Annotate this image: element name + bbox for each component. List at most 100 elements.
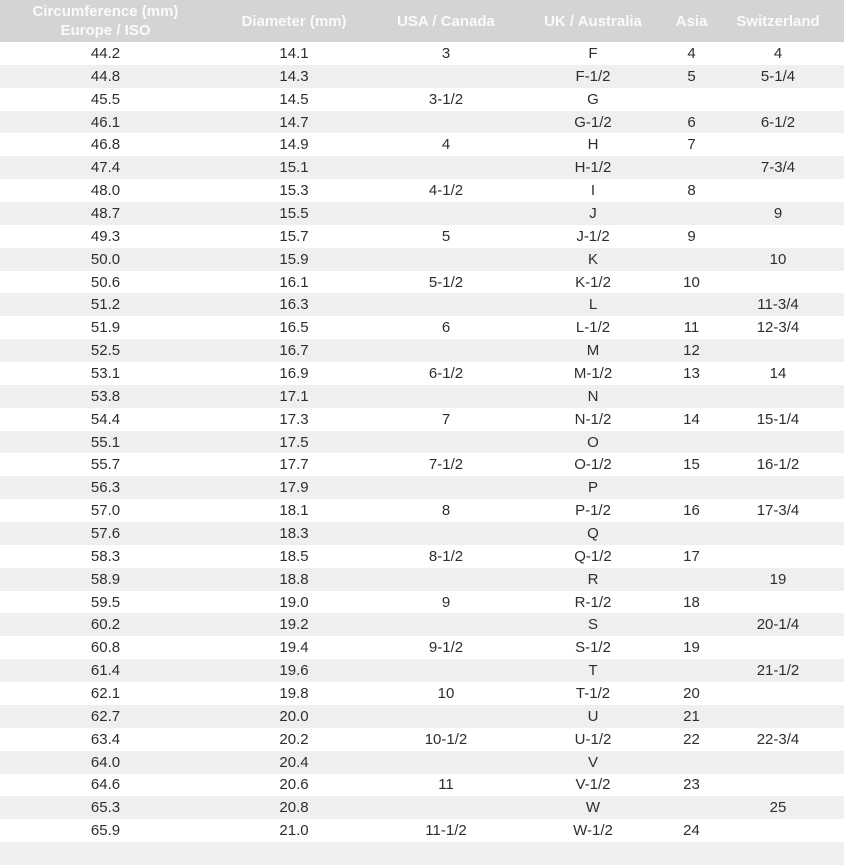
table-row: 50.6 16.1 5-1/2 K-1/2 10 <box>0 270 844 294</box>
table-cell: 25 <box>769 799 787 817</box>
table-cell: 53.1 <box>90 364 121 382</box>
table-cell: 21.0 <box>279 822 309 840</box>
table-cell: G <box>587 90 599 108</box>
table-cell: 58.3 <box>90 547 121 565</box>
table-cell: 5 <box>441 227 451 245</box>
table-cell <box>671 385 712 408</box>
table-cell: 16.7 <box>279 342 309 360</box>
table-row: 49.3 15.7 5 J-1/2 9 <box>0 224 844 248</box>
table-row: 64.6 20.6 11 V-1/2 23 <box>0 773 844 797</box>
table-cell: 8 <box>441 502 451 520</box>
table-cell: 18.8 <box>279 570 309 588</box>
table-cell: 17.5 <box>279 433 309 451</box>
table-cell: 57.6 <box>90 524 121 542</box>
table-cell: 18.1 <box>279 502 309 520</box>
table-cell <box>671 431 712 454</box>
table-cell: 24 <box>683 822 700 840</box>
table-cell: G-1/2 <box>574 113 612 131</box>
table-cell: 44.2 <box>90 44 121 62</box>
table-cell: 7-1/2 <box>428 456 464 474</box>
table-cell: 11-1/2 <box>425 822 467 840</box>
table-cell: L <box>588 296 598 314</box>
table-cell: 15.3 <box>279 182 309 200</box>
table-cell: 65.3 <box>90 799 121 817</box>
table-cell: 15.1 <box>279 159 309 177</box>
table-cell: P-1/2 <box>575 502 611 520</box>
table-cell: 11 <box>438 776 454 794</box>
table-cell: F <box>588 44 598 62</box>
table-cell: 51.2 <box>90 296 121 314</box>
table-cell <box>671 522 712 545</box>
table-cell <box>712 225 844 248</box>
table-cell: 16 <box>683 502 700 520</box>
table-row: 55.1 17.5 O <box>0 430 844 454</box>
table-cell: 45.5 <box>90 90 121 108</box>
table-cell <box>671 293 712 316</box>
table-cell: 5-1/2 <box>428 273 464 291</box>
table-cell: 49.3 <box>90 227 121 245</box>
table-cell <box>712 545 844 568</box>
table-cell: 15.5 <box>279 204 309 222</box>
table-cell: 5 <box>687 67 696 85</box>
table-cell: 16.5 <box>279 319 309 337</box>
table-row: 54.4 17.3 7 N-1/2 14 15-1/4 <box>0 407 844 431</box>
table-cell: 3 <box>441 44 451 62</box>
table-cell: 55.1 <box>90 433 121 451</box>
column-header-label: Asia <box>675 12 708 30</box>
table-cell: J <box>589 204 597 222</box>
table-cell: 51.9 <box>90 319 121 337</box>
table-row: 46.8 14.9 4 H 7 <box>0 133 844 157</box>
table-row: 65.9 21.0 11-1/2 W-1/2 24 <box>0 819 844 843</box>
table-cell <box>712 339 844 362</box>
table-cell: 17.9 <box>279 479 309 497</box>
column-header-label: Diameter (mm) <box>241 12 347 30</box>
table-cell: S <box>587 616 598 634</box>
table-cell: 22-3/4 <box>756 730 800 748</box>
table-cell: 19.2 <box>279 616 309 634</box>
table-cell: H <box>587 136 599 154</box>
table-cell: M <box>586 342 600 360</box>
table-cell: 14.3 <box>279 67 309 85</box>
table-cell: 19 <box>769 570 787 588</box>
column-header-label: Circumference (mm) <box>32 3 179 20</box>
table-row: 60.2 19.2 S 20-1/4 <box>0 613 844 637</box>
table-cell <box>671 202 712 225</box>
table-cell: Q <box>587 524 599 542</box>
table-cell <box>712 842 844 865</box>
table-cell: 53.8 <box>90 387 121 405</box>
table-row: 50.0 15.9 K 10 <box>0 247 844 271</box>
table-row: 61.4 19.6 T 21-1/2 <box>0 659 844 683</box>
column-header-sublabel: Europe / ISO <box>60 22 151 39</box>
table-body: 44.2 14.1 3 F 4 4 44.8 14.3 F-1/2 5 5-1/4 45.5 14.5 3… <box>0 42 844 865</box>
table-cell: 21-1/2 <box>756 662 800 680</box>
column-header-uk-australia: UK / Australia <box>515 0 671 42</box>
table-cell: F-1/2 <box>575 67 611 85</box>
column-header-label: UK / Australia <box>544 12 642 30</box>
table-cell: 65.9 <box>90 822 121 840</box>
table-cell: 60.8 <box>90 639 121 657</box>
table-cell <box>712 774 844 797</box>
table-row: 53.8 17.1 N <box>0 384 844 408</box>
table-cell: 16-1/2 <box>756 456 800 474</box>
table-cell <box>377 522 515 545</box>
table-cell <box>377 156 515 179</box>
table-cell <box>377 842 515 865</box>
table-cell <box>377 339 515 362</box>
table-cell <box>712 476 844 499</box>
table-cell: W-1/2 <box>573 822 613 840</box>
table-cell <box>712 751 844 774</box>
table-cell: 44.8 <box>90 67 121 85</box>
table-cell: 4 <box>773 44 783 62</box>
table-cell: 4-1/2 <box>428 182 464 200</box>
table-cell: 9 <box>441 593 451 611</box>
table-cell: 10 <box>437 684 455 702</box>
column-header-circumference-europe-iso: Circumference (mm) Europe / ISO <box>0 0 211 42</box>
table-cell: 3-1/2 <box>428 90 464 108</box>
table-cell: K <box>587 250 598 268</box>
table-cell: 17.3 <box>279 410 309 428</box>
table-cell: 19 <box>683 639 700 657</box>
table-cell: 9-1/2 <box>428 639 464 657</box>
table-cell: 48.0 <box>90 182 121 200</box>
table-cell: 22 <box>683 730 700 748</box>
table-cell: 8 <box>687 182 696 200</box>
